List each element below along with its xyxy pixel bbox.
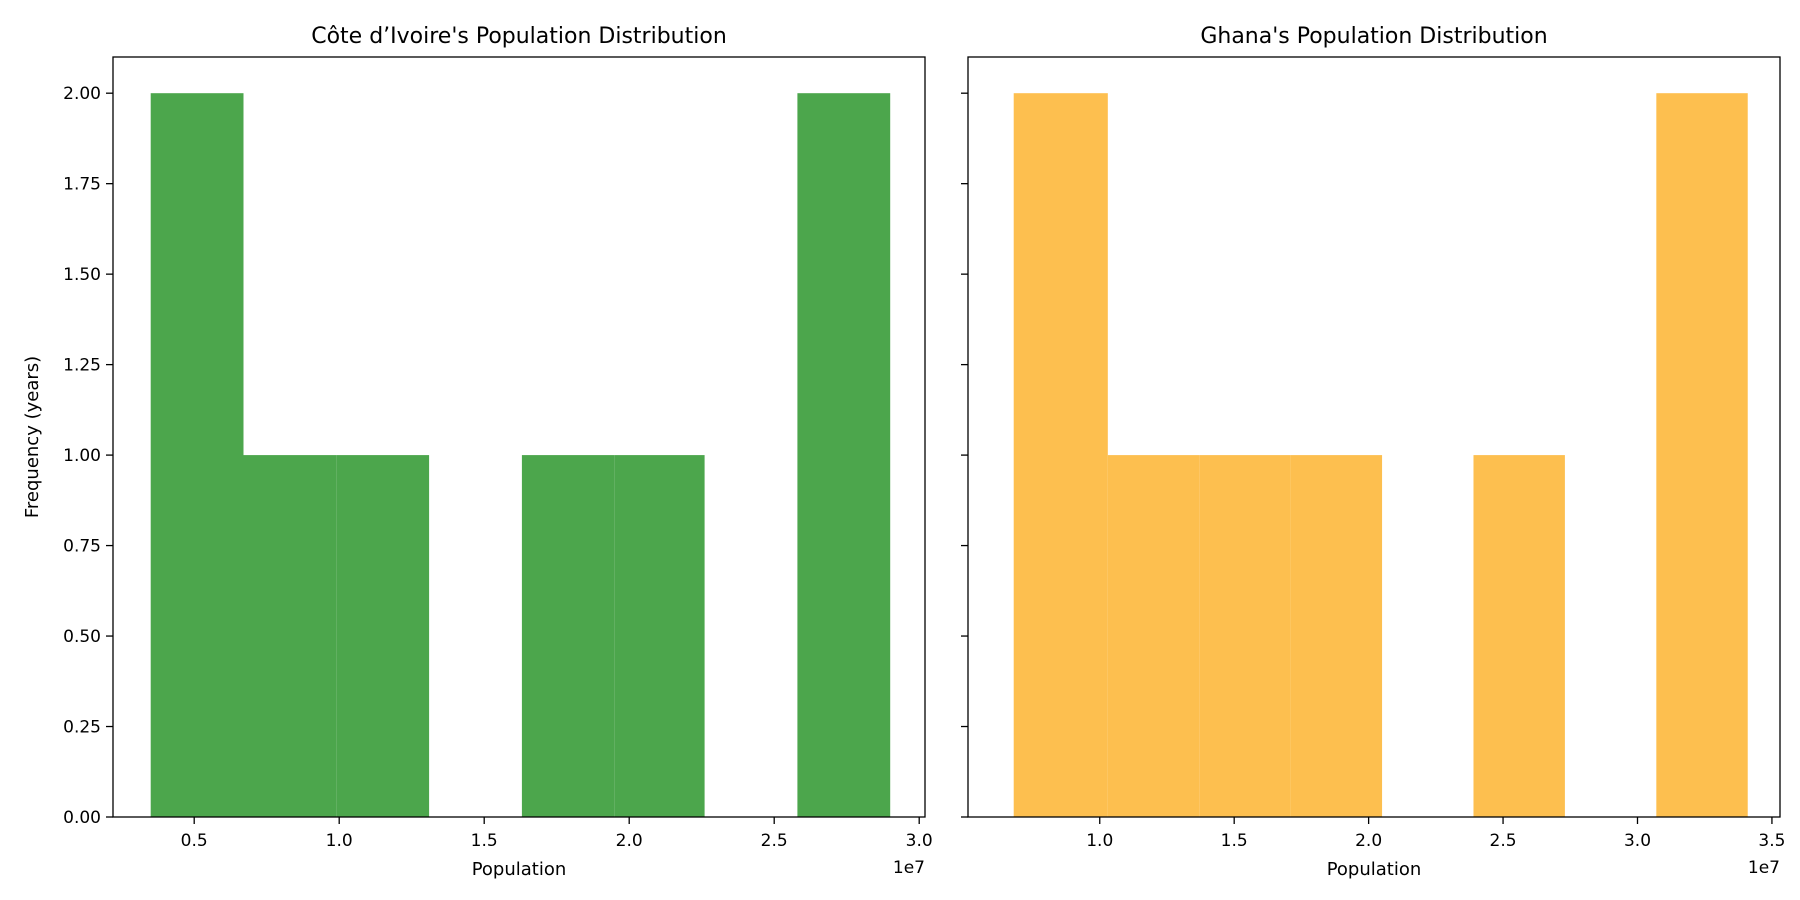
x-tick-label: 1.5 xyxy=(471,831,498,851)
histogram-bar xyxy=(1107,455,1200,817)
x-tick-label: 2.5 xyxy=(761,831,788,851)
y-tick-label: 0.75 xyxy=(63,537,101,557)
x-tick-label: 3.5 xyxy=(1758,831,1785,851)
histogram-bar xyxy=(614,455,705,817)
y-axis-label: Frequency (years) xyxy=(22,356,43,518)
y-tick-label: 0.50 xyxy=(63,627,101,647)
x-tick-label: 0.5 xyxy=(181,831,208,851)
x-axis-label: Population xyxy=(1327,859,1422,880)
y-tick-label: 0.00 xyxy=(63,808,101,828)
y-tick-label: 1.75 xyxy=(63,175,101,195)
histogram-bar xyxy=(336,455,430,817)
y-tick-label: 1.25 xyxy=(63,356,101,376)
x-axis-label: Population xyxy=(472,859,567,880)
histogram-bar xyxy=(1199,455,1291,817)
histogram-bar xyxy=(243,455,337,817)
x-tick-label: 2.0 xyxy=(1355,831,1382,851)
right-histogram-panel: 1.0 1.5 2.0 2.5 3.0 3.5 Ghana's Population Dis… xyxy=(961,24,1785,880)
x-axis-offset-label: 1e7 xyxy=(1748,858,1780,878)
x-tick-label: 3.0 xyxy=(906,831,933,851)
y-tick-label: 1.50 xyxy=(63,265,101,285)
y-tick-label: 2.00 xyxy=(63,84,101,104)
histogram-bar xyxy=(150,93,244,817)
left-histogram-panel: 0.00 0.25 0.50 0.75 1.00 1.25 1.50 1.75 2.00 0.5 1… xyxy=(22,24,933,880)
histogram-bar xyxy=(521,455,615,817)
x-tick-label: 1.0 xyxy=(1086,831,1113,851)
histogram-bar xyxy=(1656,93,1748,817)
histogram-bar xyxy=(797,93,891,817)
plot-frame xyxy=(112,56,926,818)
chart-title: Côte d’Ivoire's Population Distribution xyxy=(311,24,727,49)
x-tick-label: 2.0 xyxy=(616,831,643,851)
x-tick-label: 2.5 xyxy=(1490,831,1517,851)
histogram-bar xyxy=(1473,455,1565,817)
x-tick-label: 1.0 xyxy=(326,831,353,851)
chart-title: Ghana's Population Distribution xyxy=(1200,24,1547,49)
histogram-bar xyxy=(1290,455,1383,817)
x-tick-label: 1.5 xyxy=(1221,831,1248,851)
histogram-bar xyxy=(1013,93,1108,817)
plot-frame xyxy=(967,56,1781,818)
x-axis-offset-label: 1e7 xyxy=(893,858,925,878)
y-tick-label: 1.00 xyxy=(63,446,101,466)
y-tick-label: 0.25 xyxy=(63,718,101,738)
x-tick-label: 3.0 xyxy=(1624,831,1651,851)
